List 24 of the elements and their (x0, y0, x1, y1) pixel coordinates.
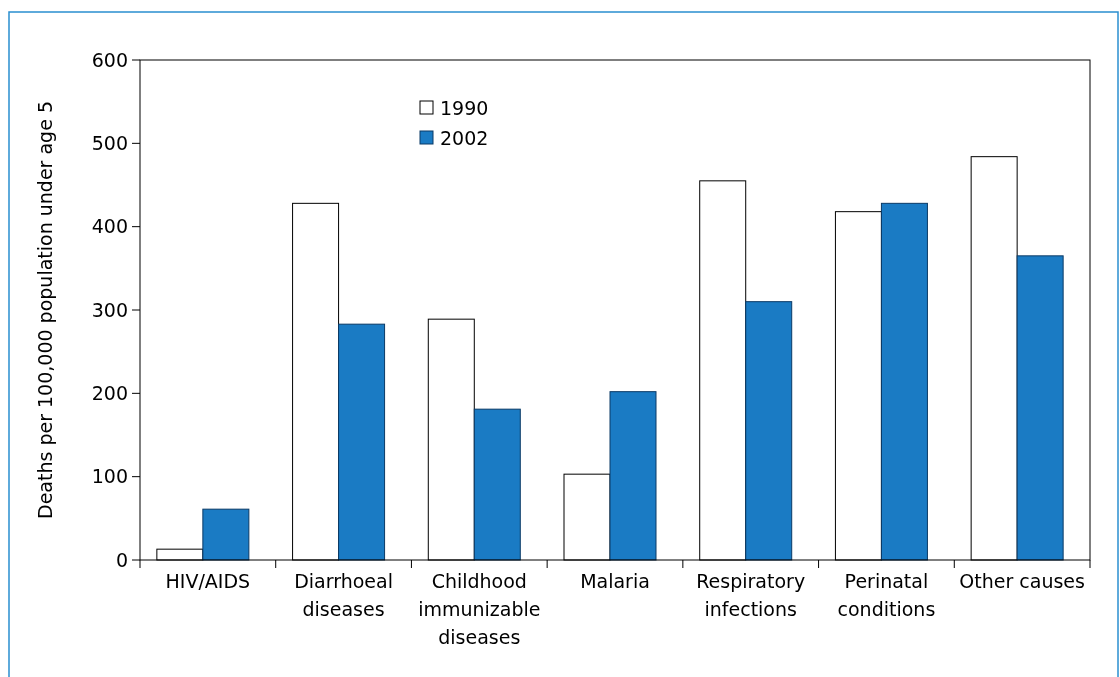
bar (609, 391, 657, 561)
y-tick-label: 600 (91, 48, 128, 71)
x-tick-label: Childhood immunizable diseases (418, 570, 541, 648)
x-tick-label: Malaria (580, 570, 650, 592)
y-tick-label: 300 (91, 298, 128, 321)
x-tick-label: Diarrhoeal diseases (294, 570, 393, 620)
bar (202, 508, 250, 561)
y-tick-label: 500 (91, 131, 128, 154)
bar (473, 408, 521, 561)
y-axis-title: Deaths per 100,000 population under age 5 (34, 101, 56, 519)
bar (745, 301, 793, 561)
x-tick-label: Respiratory infections (696, 570, 806, 620)
bar (1016, 255, 1064, 561)
y-tick-label: 200 (91, 381, 128, 404)
legend-label: 2002 (440, 126, 489, 149)
x-tick-label: Perinatal conditions (837, 570, 936, 620)
x-tick-label: HIV/AIDS (165, 570, 251, 592)
y-tick-label: 0 (115, 548, 128, 571)
x-tick-label: Other causes (959, 570, 1085, 592)
bar (880, 202, 928, 561)
bar (338, 323, 386, 561)
legend-label: 1990 (440, 96, 489, 119)
y-tick-label: 400 (91, 215, 128, 238)
y-tick-label: 100 (91, 465, 128, 488)
